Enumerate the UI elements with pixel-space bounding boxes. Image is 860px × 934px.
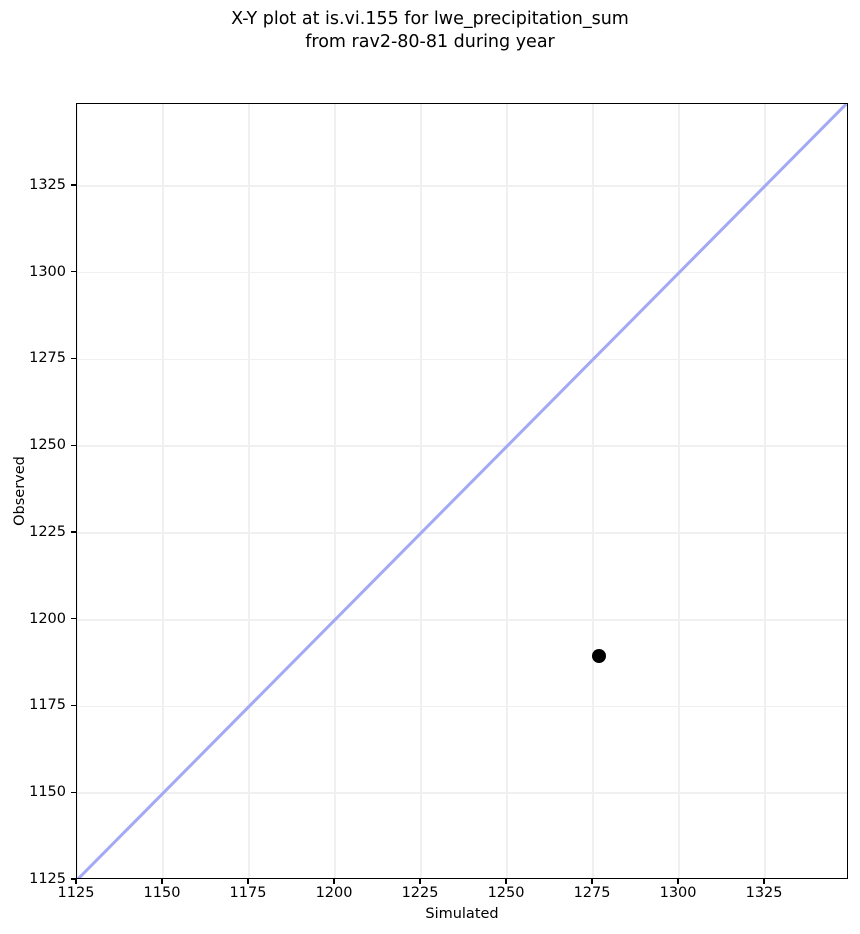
y-tick-label: 1275 <box>29 350 66 367</box>
gridline-vertical <box>162 104 164 878</box>
x-tick-label: 1200 <box>315 885 353 901</box>
y-tick-mark <box>71 444 76 446</box>
gridline-horizontal <box>77 792 847 795</box>
x-tick-label: 1150 <box>143 885 181 901</box>
gridline-horizontal <box>77 618 847 621</box>
x-tick-mark <box>763 879 765 884</box>
y-tick-mark <box>71 878 76 880</box>
chart-title: X-Y plot at is.vi.155 for lwe_precipitat… <box>231 9 629 52</box>
y-tick-mark <box>71 618 76 620</box>
gridline-horizontal <box>77 185 847 187</box>
x-tick-label: 1275 <box>573 885 611 901</box>
gridline-horizontal <box>77 358 847 361</box>
x-tick-label: 1175 <box>229 885 267 901</box>
gridline-vertical <box>764 104 766 878</box>
y-tick-mark <box>71 531 76 533</box>
y-tick-mark <box>71 791 76 793</box>
gridline-horizontal <box>77 532 847 534</box>
gridline-vertical <box>420 104 422 878</box>
y-tick-label: 1250 <box>29 437 66 454</box>
gridline-vertical <box>506 104 508 878</box>
gridline-vertical <box>248 104 250 878</box>
y-tick-mark <box>71 271 76 273</box>
y-axis-label: Observed <box>12 456 28 526</box>
y-tick-label: 1125 <box>29 871 66 887</box>
y-tick-label: 1175 <box>29 697 66 714</box>
x-tick-label: 1225 <box>401 885 439 901</box>
x-tick-mark <box>677 879 679 884</box>
x-tick-mark <box>419 879 421 884</box>
one-to-one-reference-line <box>77 104 847 878</box>
x-tick-mark <box>333 879 335 884</box>
y-tick-mark <box>71 357 76 360</box>
gridline-vertical <box>77 104 78 878</box>
y-tick-label: 1225 <box>29 523 66 540</box>
x-tick-label: 1125 <box>57 885 95 901</box>
data-point-marker <box>591 649 606 664</box>
plot-area <box>76 103 848 879</box>
gridline-horizontal <box>77 705 847 708</box>
gridline-vertical <box>334 104 336 878</box>
y-tick-label: 1150 <box>29 784 66 801</box>
y-tick-mark <box>71 704 76 707</box>
y-tick-label: 1200 <box>29 610 66 627</box>
y-tick-label: 1300 <box>29 263 66 280</box>
gridline-horizontal <box>77 271 847 274</box>
x-tick-mark <box>591 879 593 884</box>
x-tick-mark <box>505 879 507 884</box>
x-tick-label: 1325 <box>745 885 783 901</box>
x-tick-mark <box>247 879 249 884</box>
x-tick-label: 1250 <box>487 885 525 901</box>
x-tick-mark <box>161 879 163 884</box>
y-tick-label: 1325 <box>29 176 66 193</box>
x-tick-label: 1300 <box>659 885 697 901</box>
gridline-vertical <box>592 104 594 878</box>
x-axis-label: Simulated <box>425 906 499 922</box>
gridline-horizontal <box>77 445 847 447</box>
x-tick-mark <box>75 879 77 884</box>
gridline-vertical <box>678 104 680 878</box>
y-tick-mark <box>71 184 76 186</box>
